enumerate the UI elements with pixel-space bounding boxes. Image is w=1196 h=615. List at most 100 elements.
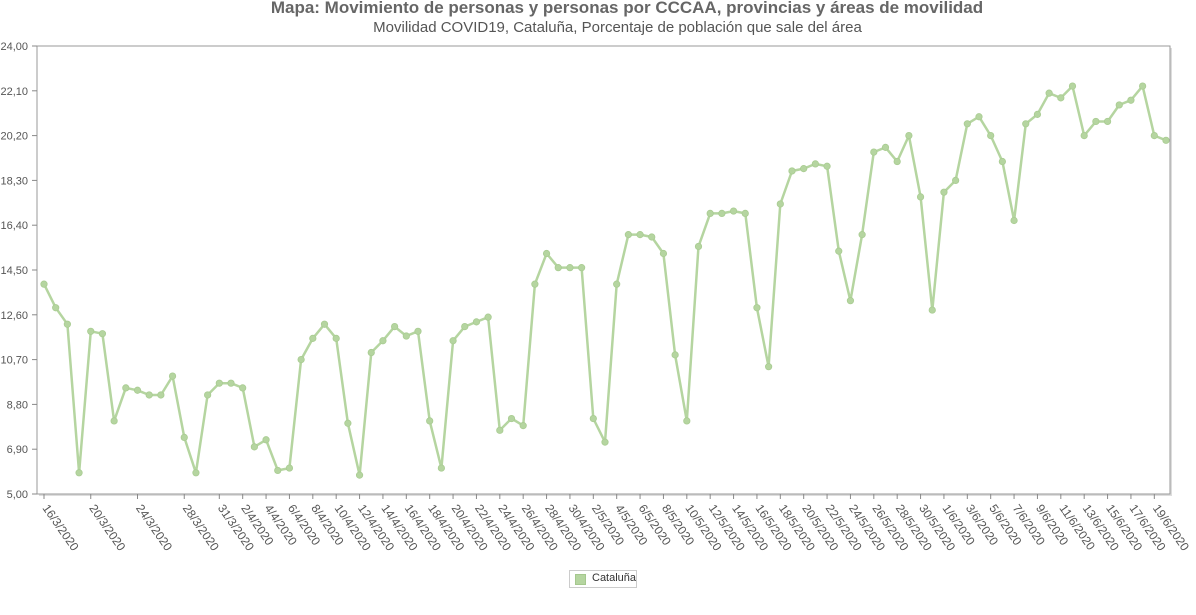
data-point	[192, 469, 200, 477]
data-point	[320, 320, 329, 328]
data-point	[648, 233, 656, 241]
data-point	[1010, 216, 1018, 225]
data-point	[344, 419, 352, 427]
legend-label: Cataluña	[592, 572, 637, 584]
data-point	[285, 464, 294, 472]
x-tick-label: 20/3/2020	[86, 502, 128, 554]
data-point	[309, 334, 317, 342]
data-point	[1115, 101, 1123, 109]
data-point	[40, 280, 48, 288]
data-point	[601, 438, 609, 446]
data-point	[484, 313, 492, 321]
data-point	[1033, 110, 1042, 118]
data-point	[636, 231, 644, 239]
y-tick-label: 20,20	[0, 131, 28, 143]
data-point	[1080, 132, 1088, 140]
data-point	[1139, 82, 1147, 90]
data-point	[402, 332, 410, 340]
data-point	[1022, 120, 1030, 128]
data-point	[1103, 117, 1112, 126]
data-point	[472, 318, 481, 326]
data-point	[519, 422, 527, 430]
data-point	[426, 417, 434, 425]
data-point	[753, 304, 761, 312]
data-point	[449, 337, 457, 345]
data-point	[414, 327, 422, 335]
data-point	[893, 157, 901, 166]
data-point	[507, 414, 516, 423]
y-tick-label: 18,30	[0, 175, 28, 187]
data-point	[823, 162, 831, 170]
data-point	[870, 148, 878, 156]
plot-area	[36, 45, 1171, 495]
data-point	[110, 417, 118, 425]
data-point	[905, 132, 913, 140]
data-point	[215, 379, 223, 387]
data-point	[858, 231, 866, 239]
data-point	[975, 113, 983, 121]
data-point	[204, 391, 212, 399]
data-point	[531, 280, 539, 288]
data-point	[274, 466, 282, 475]
y-tick-label: 12,60	[0, 310, 28, 322]
data-point	[800, 165, 808, 173]
data-point	[379, 337, 387, 345]
chart-subtitle: Movilidad COVID19, Cataluña, Porcentaje …	[373, 19, 862, 36]
data-point	[157, 391, 165, 399]
data-point	[75, 469, 83, 477]
data-point	[624, 231, 632, 239]
data-point	[262, 436, 270, 444]
data-point	[1068, 82, 1077, 90]
y-tick-label: 6,90	[7, 444, 28, 456]
data-point	[659, 249, 668, 258]
legend[interactable]: Cataluña	[569, 570, 637, 588]
data-point	[1057, 94, 1065, 102]
y-axis-ticks: 5,00 6,90 8,80 10,70 12,60 14,50 16,40 18,30 20,…	[0, 41, 28, 501]
data-point	[776, 200, 784, 208]
data-point	[788, 167, 796, 175]
data-point	[133, 386, 142, 394]
data-point	[52, 304, 60, 312]
data-point	[741, 209, 749, 218]
data-point	[297, 355, 305, 364]
y-tick-label: 14,50	[0, 265, 28, 277]
data-point	[835, 247, 843, 255]
data-point	[940, 188, 948, 196]
data-point	[87, 327, 95, 335]
data-point	[916, 193, 925, 201]
data-point	[1150, 132, 1158, 140]
data-point	[168, 372, 177, 380]
data-point	[998, 157, 1006, 166]
data-point	[122, 384, 130, 392]
y-tick-label: 24,00	[0, 41, 28, 53]
series-cataluna	[40, 82, 1170, 479]
data-point	[683, 417, 691, 425]
data-point	[461, 322, 469, 331]
data-point	[437, 464, 445, 472]
data-point	[765, 363, 773, 371]
data-point	[63, 320, 71, 328]
data-point	[1162, 136, 1170, 144]
data-point	[227, 379, 235, 387]
data-point	[332, 334, 340, 342]
data-point	[554, 264, 562, 272]
data-point	[1092, 117, 1100, 126]
data-point	[250, 443, 258, 451]
x-tick-label: 16/3/2020	[40, 502, 82, 554]
data-point	[1045, 89, 1053, 97]
data-point	[355, 471, 364, 479]
data-point	[729, 207, 738, 215]
data-point	[566, 264, 574, 272]
legend-swatch	[575, 574, 586, 585]
y-tick-label: 10,70	[0, 355, 28, 367]
data-point	[881, 143, 890, 151]
data-point	[928, 306, 936, 314]
data-point	[542, 249, 551, 258]
data-point	[706, 209, 714, 218]
data-point	[496, 426, 504, 434]
data-point	[98, 330, 107, 338]
data-point	[952, 176, 960, 184]
data-point	[367, 348, 375, 357]
data-point	[180, 433, 188, 442]
